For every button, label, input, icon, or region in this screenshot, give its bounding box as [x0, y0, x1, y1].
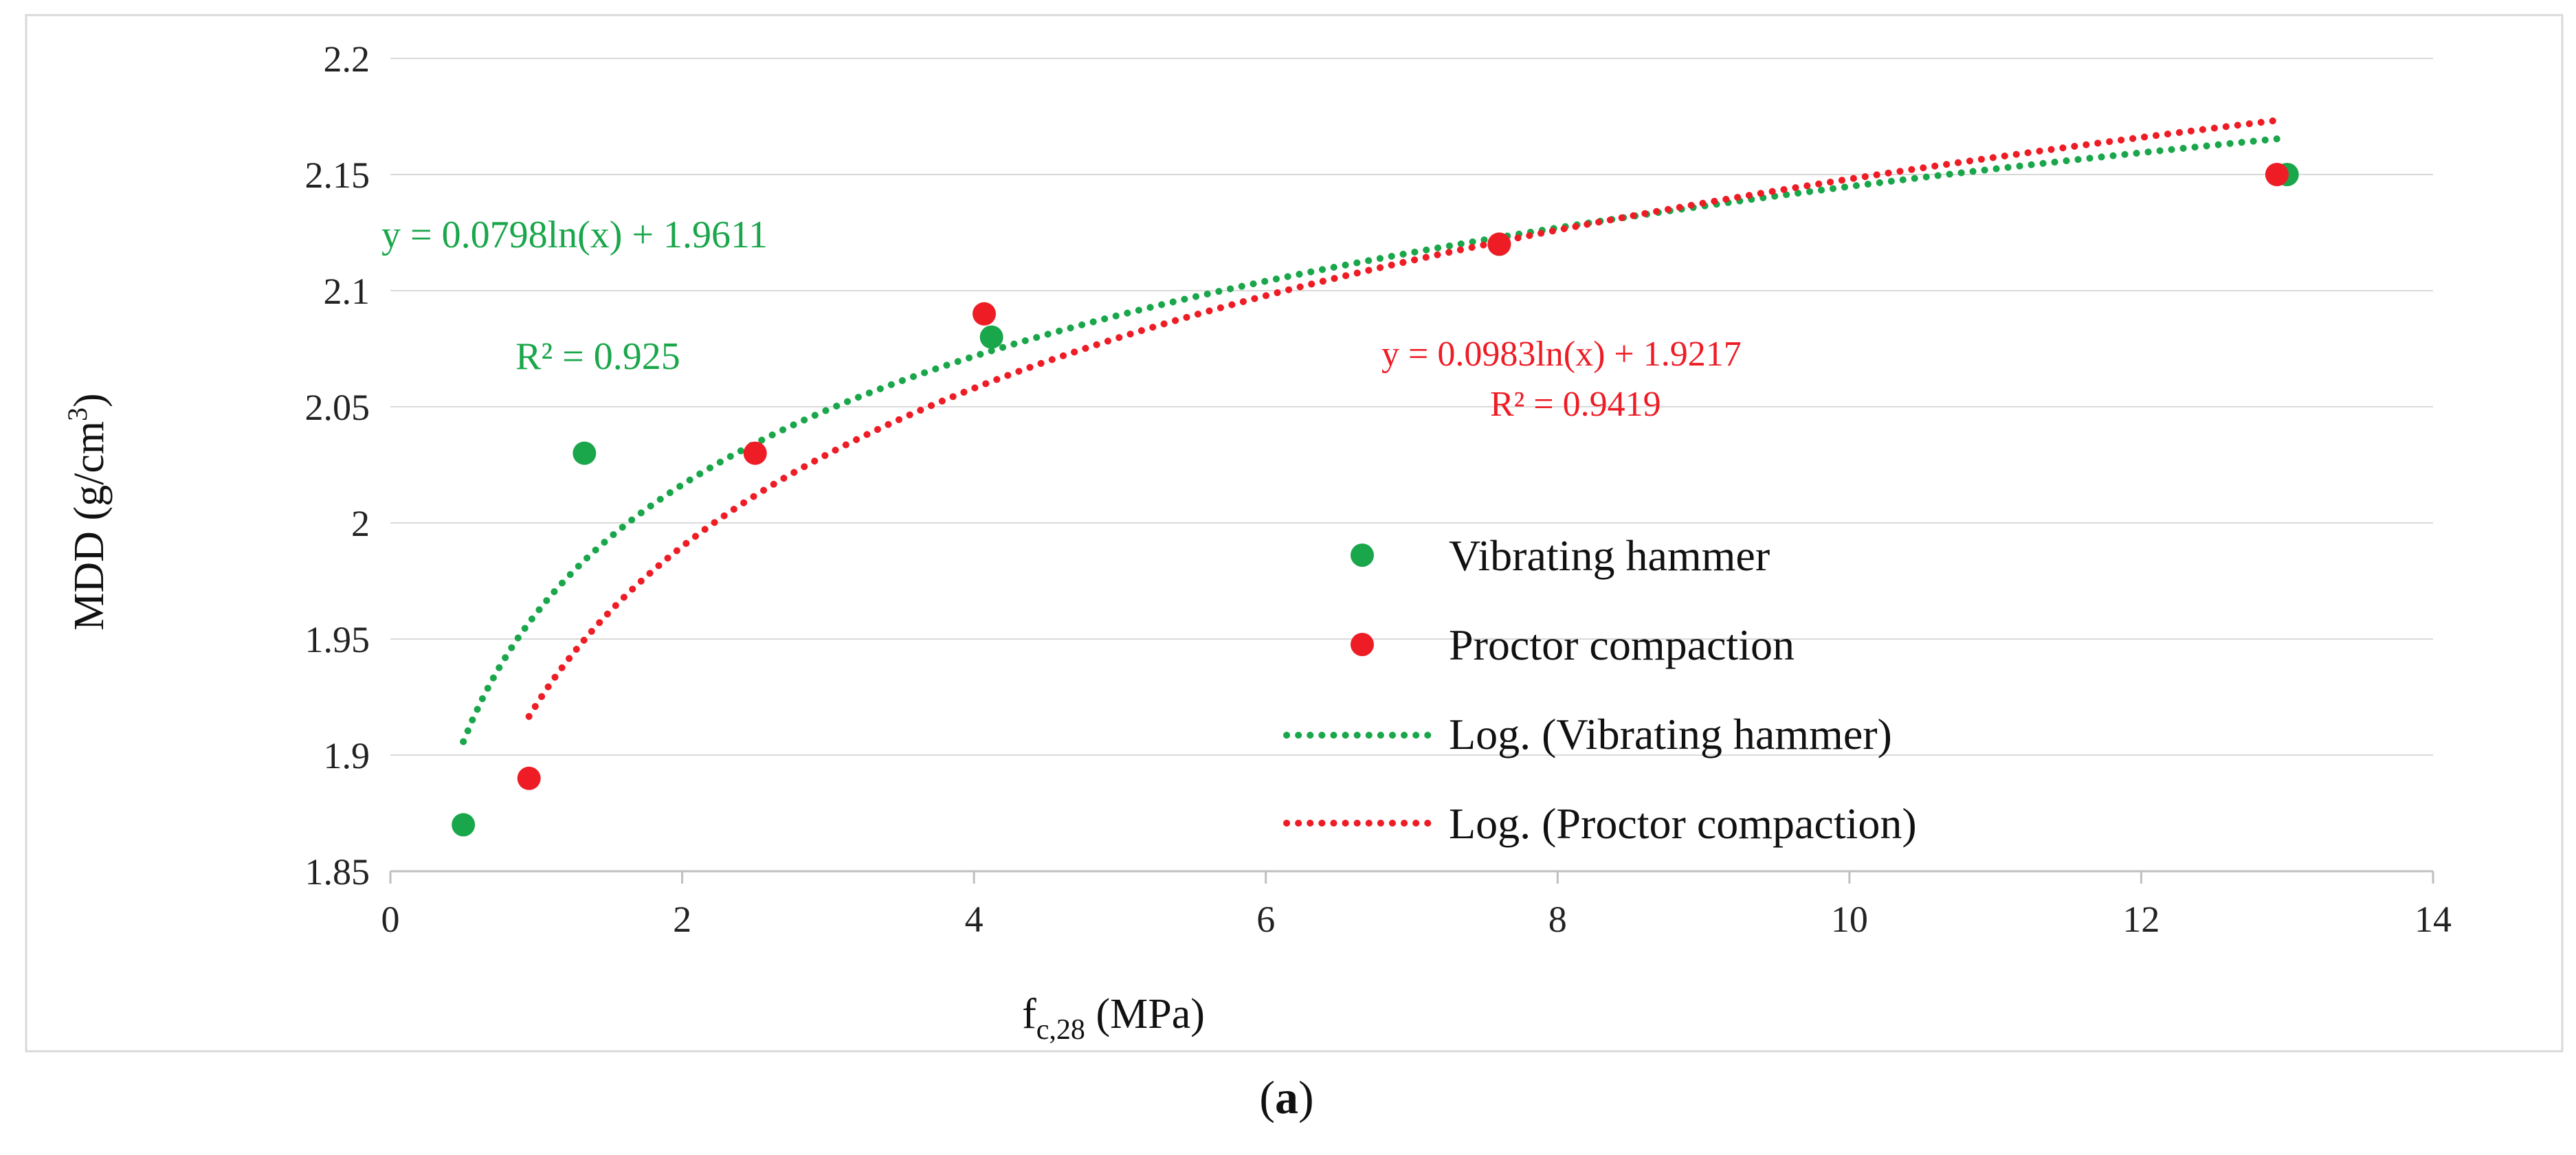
red-equation: y = 0.0983ln(x) + 1.9217	[1381, 335, 1742, 374]
trendline-vibrating-hammer	[460, 134, 2291, 745]
point-proctor-compaction	[517, 766, 541, 790]
red-r2: R² = 0.9419	[1490, 385, 1661, 424]
green-equation: y = 0.0798ln(x) + 1.9611	[381, 214, 768, 256]
point-vibrating-hammer	[452, 813, 476, 837]
x-tick-label: 2	[673, 899, 691, 940]
point-proctor-compaction	[2265, 163, 2289, 186]
x-tick-label: 0	[381, 899, 400, 940]
legend-marker-vibrating-hammer	[1351, 543, 1374, 567]
point-proctor-compaction	[973, 302, 997, 326]
legend-item-log-proctor-compaction: Log. (Proctor compaction)	[1283, 799, 1917, 848]
data-points	[452, 163, 2299, 837]
x-tick-labels: 0 2 4 6 8 10 12 14	[381, 871, 2452, 940]
x-tick-label: 6	[1256, 899, 1275, 940]
panel-label: (a)	[1259, 1071, 1313, 1123]
legend: Vibrating hammer Proctor compaction Log.…	[1283, 531, 1917, 848]
x-tick-label: 10	[1831, 899, 1868, 940]
y-tick-label: 1.95	[305, 619, 370, 660]
y-tick-label: 2	[351, 503, 370, 544]
green-r2: R² = 0.925	[515, 335, 680, 378]
gridlines	[390, 58, 2433, 756]
legend-marker-proctor-compaction	[1351, 633, 1374, 656]
point-vibrating-hammer	[573, 441, 597, 465]
trendlines	[460, 117, 2291, 745]
chart-border	[25, 14, 2564, 1053]
y-tick-label: 2.05	[305, 387, 370, 428]
legend-item-vibrating-hammer: Vibrating hammer	[1351, 531, 1770, 580]
point-proctor-compaction	[1487, 232, 1511, 256]
y-tick-label: 1.85	[305, 851, 370, 893]
y-tick-labels: 1.85 1.9 1.95 2 2.05 2.1 2.15 2.2	[305, 38, 370, 893]
legend-item-log-vibrating-hammer: Log. (Vibrating hammer)	[1283, 710, 1892, 759]
y-tick-label: 1.9	[324, 735, 370, 776]
x-tick-label: 8	[1548, 899, 1567, 940]
legend-label-log-proctor-compaction: Log. (Proctor compaction)	[1449, 799, 1917, 848]
legend-item-proctor-compaction: Proctor compaction	[1351, 620, 1795, 669]
legend-label-proctor-compaction: Proctor compaction	[1449, 620, 1795, 669]
legend-label-vibrating-hammer: Vibrating hammer	[1449, 531, 1770, 580]
x-tick-label: 4	[965, 899, 984, 940]
y-tick-label: 2.15	[305, 155, 370, 196]
point-vibrating-hammer	[979, 325, 1003, 349]
y-tick-label: 2.1	[324, 271, 370, 312]
trendline-proctor-compaction	[525, 117, 2280, 720]
x-axis-label: fc,28 (MPa)	[1022, 991, 1205, 1046]
x-tick-label: 12	[2122, 899, 2159, 940]
legend-label-log-vibrating-hammer: Log. (Vibrating hammer)	[1449, 710, 1892, 759]
x-tick-label: 14	[2414, 899, 2452, 940]
point-proctor-compaction	[743, 441, 767, 465]
y-axis-label: MDD (g/cm3)	[62, 393, 113, 630]
y-tick-label: 2.2	[324, 38, 370, 80]
